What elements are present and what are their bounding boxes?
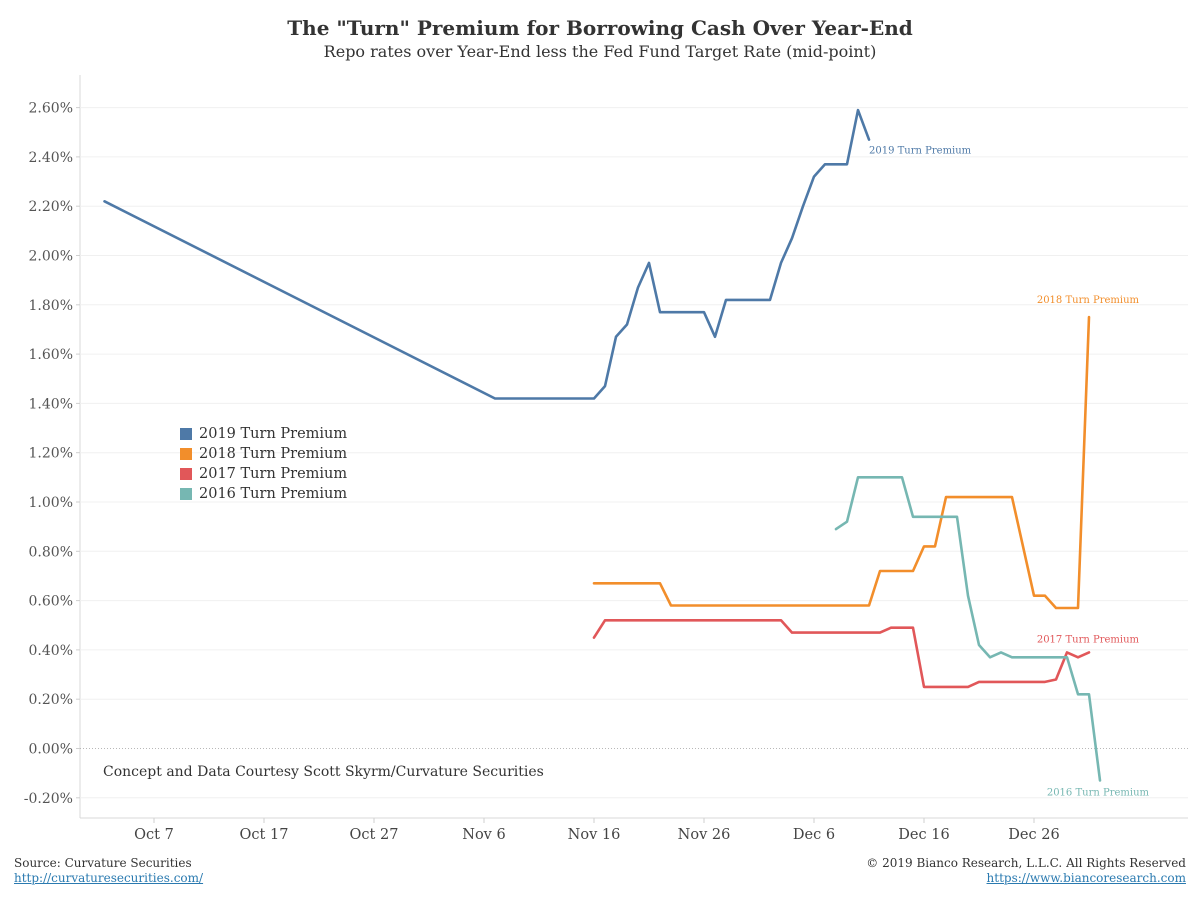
x-tick-label: Nov 6 — [462, 827, 505, 843]
x-tick-label: Oct 17 — [240, 827, 289, 843]
series-end-label-2017: 2017 Turn Premium — [1037, 634, 1140, 645]
chart-legend: 2019 Turn Premium 2018 Turn Premium 2017 T… — [180, 424, 347, 504]
x-tick-label: Dec 26 — [1008, 827, 1059, 843]
y-tick-label: 0.80% — [29, 544, 73, 560]
series-line-2018 — [592, 315, 1091, 610]
y-tick-label: 0.40% — [29, 643, 73, 659]
x-tick-label: Nov 16 — [568, 827, 621, 843]
legend-swatch — [180, 488, 192, 500]
legend-item: 2016 Turn Premium — [180, 484, 347, 504]
x-tick-label: Nov 26 — [678, 827, 731, 843]
y-tick-label: 2.40% — [29, 150, 73, 166]
x-tick-label: Dec 6 — [793, 827, 835, 843]
series-line-2017 — [592, 618, 1091, 689]
y-tick-label: 0.60% — [29, 594, 73, 610]
y-tick-label: -0.20% — [24, 791, 73, 807]
source-label: Source: Curvature Securities — [14, 856, 192, 870]
website-link[interactable]: https://www.biancoresearch.com — [986, 871, 1186, 885]
copyright-text: © 2019 Bianco Research, L.L.C. All Right… — [866, 856, 1186, 870]
y-tick-label: 1.40% — [29, 396, 73, 412]
series-end-label-2018: 2018 Turn Premium — [1037, 295, 1140, 306]
x-tick-label: Dec 16 — [898, 827, 949, 843]
y-tick-label: 1.80% — [29, 298, 73, 314]
series-end-label-2019: 2019 Turn Premium — [869, 146, 972, 157]
chart-annotation: Concept and Data Courtesy Scott Skyrm/Cu… — [103, 764, 544, 780]
series-line-2019 — [103, 108, 871, 400]
y-tick-label: 2.20% — [29, 199, 73, 215]
y-tick-label: 1.20% — [29, 446, 73, 462]
x-tick-label: Oct 7 — [134, 827, 174, 843]
y-tick-label: 0.00% — [29, 742, 73, 758]
source-link[interactable]: http://curvaturesecurities.com/ — [14, 871, 204, 885]
legend-item: 2017 Turn Premium — [180, 464, 347, 484]
legend-label: 2019 Turn Premium — [199, 426, 348, 442]
legend-swatch — [180, 428, 192, 440]
legend-label: 2016 Turn Premium — [199, 486, 348, 502]
legend-label: 2018 Turn Premium — [199, 446, 348, 462]
chart-subtitle: Repo rates over Year-End less the Fed Fu… — [323, 42, 877, 61]
y-tick-label: 2.60% — [29, 101, 73, 117]
series-end-label-2016: 2016 Turn Premium — [1047, 788, 1150, 799]
y-tick-label: 1.60% — [29, 347, 73, 363]
y-tick-label: 2.00% — [29, 249, 73, 265]
x-tick-label: Oct 27 — [350, 827, 399, 843]
legend-item: 2019 Turn Premium — [180, 424, 347, 444]
chart-title: The "Turn" Premium for Borrowing Cash Ov… — [287, 16, 913, 40]
legend-swatch — [180, 468, 192, 480]
legend-item: 2018 Turn Premium — [180, 444, 347, 464]
y-tick-label: 1.00% — [29, 495, 73, 511]
legend-label: 2017 Turn Premium — [199, 466, 348, 482]
series-line-2016 — [834, 475, 1102, 782]
y-tick-label: 0.20% — [29, 692, 73, 708]
legend-swatch — [180, 448, 192, 460]
